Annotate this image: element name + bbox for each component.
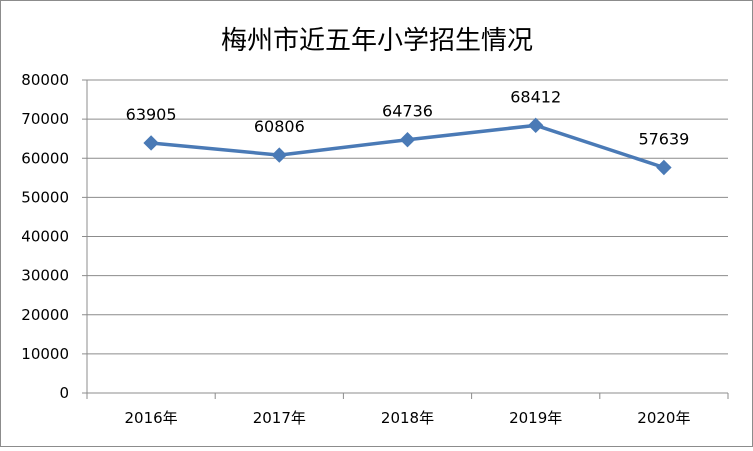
- data-point-marker: [143, 135, 159, 151]
- chart-title: 梅州市近五年小学招生情况: [221, 26, 533, 56]
- x-tick-label: 2020年: [637, 409, 690, 427]
- y-axis-ticks: 0 10000 20000 30000 40000 50000 60000 70000 8000…: [21, 71, 87, 402]
- series-markers: [143, 117, 672, 176]
- x-tick-label: 2017年: [253, 409, 306, 427]
- y-tick-label: 80000: [21, 71, 69, 89]
- x-tick-label: 2019年: [509, 409, 562, 427]
- data-labels: 63905 60806 64736 68412 57639: [126, 87, 690, 148]
- y-tick-label: 30000: [21, 267, 69, 285]
- data-point-marker: [656, 159, 672, 176]
- data-point-marker: [271, 147, 288, 163]
- y-tick-label: 50000: [21, 188, 69, 206]
- x-tick-label: 2016年: [125, 409, 178, 427]
- x-axis-ticks: 2016年 2017年 2018年 2019年 2020年: [86, 393, 729, 427]
- x-tick-label: 2018年: [381, 409, 434, 427]
- y-tick-label: 60000: [21, 149, 69, 167]
- y-tick-label: 10000: [21, 345, 69, 363]
- data-label: 57639: [638, 129, 689, 148]
- data-label: 64736: [382, 102, 433, 121]
- gridlines: [87, 79, 728, 355]
- y-tick-label: 40000: [21, 228, 69, 246]
- y-tick-label: 70000: [21, 110, 69, 128]
- data-point-marker: [527, 117, 544, 134]
- y-tick-label: 0: [59, 384, 69, 402]
- data-label: 63905: [126, 105, 177, 124]
- data-point-marker: [399, 132, 416, 148]
- data-label: 68412: [510, 87, 561, 106]
- y-tick-label: 20000: [21, 306, 69, 324]
- data-label: 60806: [254, 117, 305, 136]
